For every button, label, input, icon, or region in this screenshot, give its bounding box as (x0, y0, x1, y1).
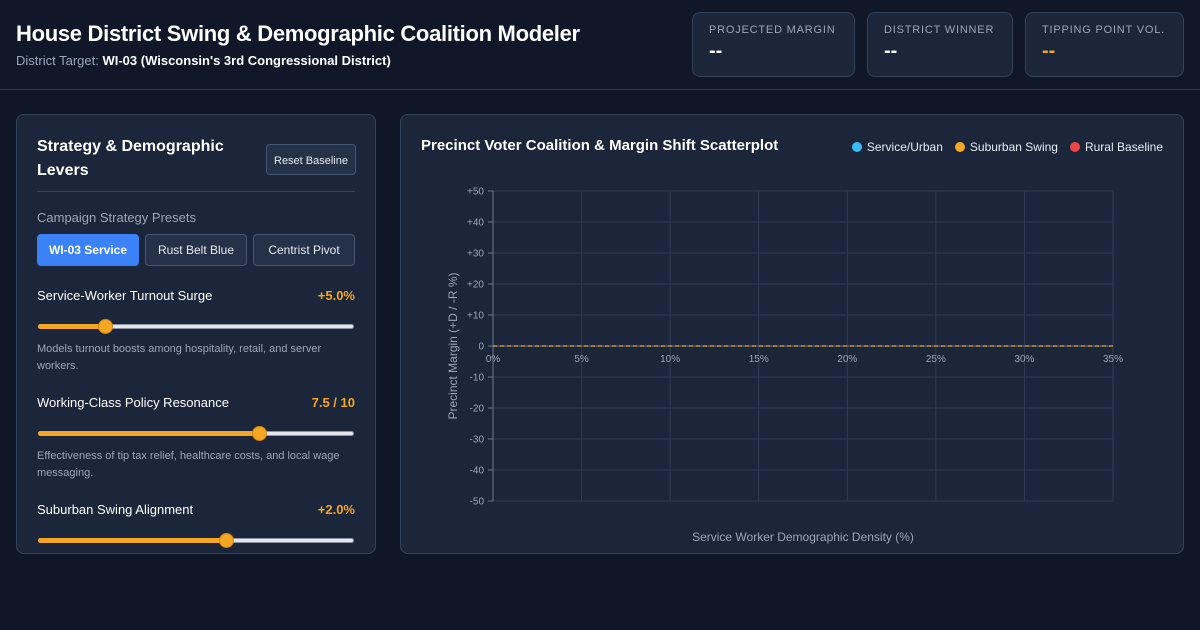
legend-item-service-urban[interactable]: Service/Urban (851, 140, 943, 154)
x-tick-label: 10% (660, 354, 680, 365)
district-winner-label: DISTRICT WINNER (884, 24, 995, 36)
suburban-swing-label: Suburban Swing Alignment (37, 502, 194, 517)
chart-title: Precinct Voter Coalition & Margin Shift … (421, 137, 779, 154)
policy-resonance-description: Effectiveness of tip tax relief, healthc… (37, 450, 340, 479)
legend-dot (851, 142, 862, 152)
legend-item-rural-baseline[interactable]: Rural Baseline (1069, 140, 1163, 154)
projected-margin-label: PROJECTED MARGIN (709, 24, 836, 36)
y-tick-label: +10 (467, 311, 484, 322)
service-turnout-value: +5.0% (317, 288, 355, 303)
suburban-swing-slider[interactable] (38, 533, 354, 548)
presets-label: Campaign Strategy Presets (37, 210, 196, 225)
policy-resonance-slider[interactable] (38, 426, 354, 441)
legend-label: Service/Urban (866, 140, 943, 154)
slider-thumb[interactable] (218, 533, 234, 548)
x-tick-label: 20% (837, 354, 857, 365)
slider-thumb[interactable] (251, 426, 267, 441)
y-tick-label: +50 (467, 187, 484, 198)
district-target: District Target: WI-03 (Wisconsin's 3rd … (16, 53, 391, 68)
x-tick-label: 5% (574, 354, 589, 365)
service-turnout-description: Models turnout boosts among hospitality,… (37, 343, 322, 372)
legend-label: Suburban Swing (969, 140, 1058, 154)
y-tick-label: -30 (470, 435, 485, 446)
y-tick-label: -10 (470, 373, 485, 384)
y-axis-title: Precinct Margin (+D / -R %) (446, 272, 460, 419)
suburban-swing-value: +2.0% (317, 502, 355, 517)
levers-panel-title: Strategy & Demographic Levers (37, 138, 224, 179)
policy-resonance-value: 7.5 / 10 (311, 395, 355, 410)
x-tick-label: 15% (749, 354, 769, 365)
tipping-point-value: -- (1042, 40, 1056, 62)
scatterplot-panel: Precinct Voter Coalition & Margin Shift … (400, 114, 1184, 554)
policy-resonance-label: Working-Class Policy Resonance (37, 395, 229, 410)
page-title: House District Swing & Demographic Coali… (16, 21, 580, 46)
projected-margin-value: -- (709, 40, 723, 62)
district-winner-card: DISTRICT WINNER -- (867, 12, 1013, 77)
app-header: House District Swing & Demographic Coali… (0, 0, 1200, 90)
service-turnout-slider[interactable] (38, 319, 354, 334)
y-tick-label: +20 (467, 280, 484, 291)
panel-divider (37, 191, 355, 192)
slider-thumb[interactable] (98, 319, 114, 334)
preset-centrist-pivot-button[interactable]: Centrist Pivot (253, 234, 355, 266)
slider-fill (38, 324, 106, 329)
reset-baseline-button[interactable]: Reset Baseline (266, 144, 356, 175)
y-tick-label: 0 (478, 342, 484, 353)
legend-dot (954, 142, 965, 152)
chart-legend: Service/Urban Suburban Swing Rural Basel… (851, 140, 1163, 154)
x-axis-title: Service Worker Demographic Density (%) (692, 530, 914, 544)
y-tick-label: +40 (467, 218, 484, 229)
service-turnout-label: Service-Worker Turnout Surge (37, 288, 213, 303)
y-tick-label: -20 (470, 404, 485, 415)
legend-item-suburban-swing[interactable]: Suburban Swing (954, 140, 1058, 154)
district-target-label: District Target: (16, 53, 99, 68)
legend-dot (1069, 142, 1080, 152)
y-tick-label: -40 (470, 466, 485, 477)
preset-wi03-service-button[interactable]: WI-03 Service (37, 234, 139, 266)
slider-fill (38, 538, 226, 543)
district-winner-value: -- (884, 40, 898, 62)
scatterplot-chart[interactable]: +50+40+30+20+100-10-20-30-40-500% 5% 10% 15… (401, 115, 1184, 554)
preset-rust-belt-blue-button[interactable]: Rust Belt Blue (145, 234, 247, 266)
y-tick-label: -50 (470, 497, 485, 508)
x-tick-label: 30% (1014, 354, 1034, 365)
tipping-point-label: TIPPING POINT VOL. (1042, 24, 1165, 36)
district-target-value: WI-03 (Wisconsin's 3rd Congressional Dis… (102, 53, 391, 68)
x-tick-label: 35% (1103, 354, 1123, 365)
projected-margin-card: PROJECTED MARGIN -- (692, 12, 855, 77)
tipping-point-card: TIPPING POINT VOL. -- (1025, 12, 1184, 77)
strategy-levers-panel: Strategy & Demographic Levers Reset Base… (16, 114, 376, 554)
x-tick-label: 25% (926, 354, 946, 365)
legend-label: Rural Baseline (1084, 140, 1163, 154)
slider-fill (38, 431, 259, 436)
y-tick-label: +30 (467, 249, 484, 260)
